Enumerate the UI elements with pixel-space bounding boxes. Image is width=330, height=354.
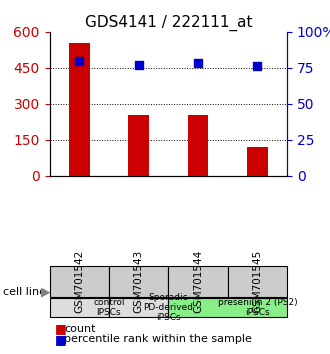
Bar: [247, 147, 268, 176]
Point: [195, 61, 201, 66]
Text: ■: ■: [54, 333, 66, 346]
Text: GSM701544: GSM701544: [193, 250, 203, 313]
Text: Sporadic
PD-derived
iPSCs: Sporadic PD-derived iPSCs: [143, 293, 193, 322]
Bar: [187, 115, 209, 176]
Point: [77, 58, 82, 63]
Text: cell line: cell line: [3, 287, 46, 297]
Text: control
IPSCs: control IPSCs: [93, 298, 125, 317]
Text: GSM701545: GSM701545: [252, 250, 262, 313]
Text: presenilin 2 (PS2)
iPSCs: presenilin 2 (PS2) iPSCs: [217, 298, 297, 317]
Text: ▶: ▶: [41, 286, 51, 298]
Text: ■: ■: [54, 322, 66, 335]
Point: [255, 63, 260, 69]
Text: GSM701542: GSM701542: [74, 250, 84, 313]
Bar: [50, 298, 109, 317]
Point: [136, 62, 141, 68]
Bar: [168, 298, 287, 317]
Text: GSM701543: GSM701543: [134, 250, 144, 313]
Title: GDS4141 / 222111_at: GDS4141 / 222111_at: [84, 14, 252, 30]
Bar: [228, 266, 287, 297]
Bar: [69, 42, 90, 176]
Text: percentile rank within the sample: percentile rank within the sample: [64, 334, 252, 344]
Text: count: count: [64, 324, 96, 333]
Bar: [168, 266, 228, 297]
Bar: [109, 266, 168, 297]
Bar: [109, 298, 168, 317]
Bar: [128, 115, 149, 176]
Bar: [50, 266, 109, 297]
